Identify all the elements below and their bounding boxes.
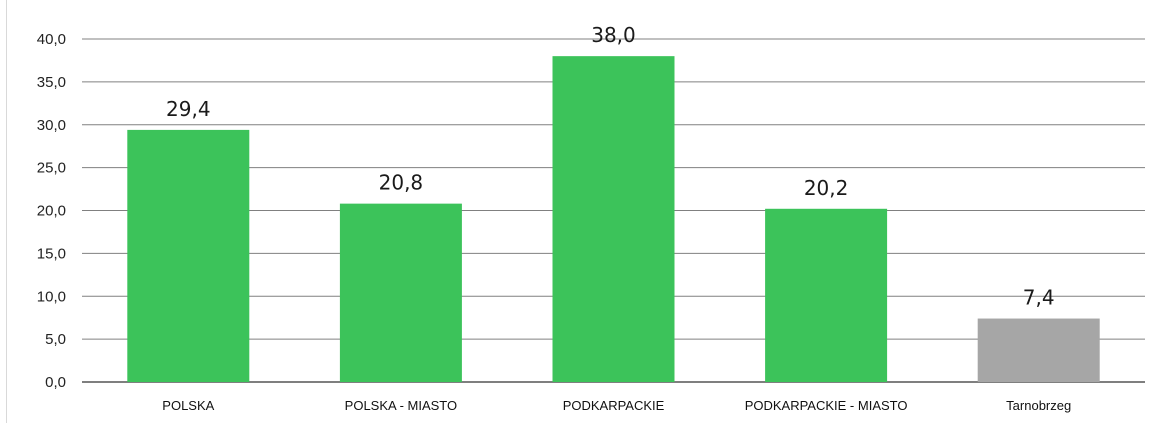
- data-label: 7,4: [1023, 286, 1055, 310]
- y-tick-label: 35,0: [37, 74, 66, 91]
- y-tick-label: 20,0: [37, 203, 66, 220]
- y-tick-label: 0,0: [45, 374, 66, 391]
- bar: [339, 203, 462, 382]
- data-label: 38,0: [591, 23, 636, 47]
- category-label: POLSKA: [162, 398, 214, 413]
- y-tick-label: 25,0: [37, 160, 66, 177]
- category-label: PODKARPACKIE: [563, 398, 665, 413]
- data-labels: 29,4 20,8 38,0 20,2 7,4: [166, 23, 1055, 309]
- bar: [552, 56, 675, 383]
- category-label: PODKARPACKIE - MIASTO: [745, 398, 908, 413]
- category-label: Tarnobrzeg: [1006, 398, 1071, 413]
- y-tick-label: 30,0: [37, 117, 66, 134]
- bar: [765, 208, 888, 382]
- y-tick-label: 10,0: [37, 288, 66, 305]
- bars: [127, 56, 1100, 383]
- y-tick-label: 40,0: [37, 31, 66, 48]
- y-axis-ticks: 0,0 5,0 10,0 15,0 20,0 25,0 30,0 35,0 40,0: [37, 31, 66, 391]
- y-tick-label: 15,0: [37, 245, 66, 262]
- category-label: POLSKA - MIASTO: [345, 398, 457, 413]
- frame-border: [6, 0, 7, 423]
- data-label: 29,4: [166, 97, 211, 121]
- y-tick-label: 5,0: [45, 331, 66, 348]
- bar: [127, 129, 250, 382]
- bar: [977, 318, 1100, 382]
- data-label: 20,8: [379, 171, 424, 195]
- data-label: 20,2: [804, 176, 849, 200]
- category-labels: POLSKA POLSKA - MIASTO PODKARPACKIE PODKARP…: [162, 398, 1071, 413]
